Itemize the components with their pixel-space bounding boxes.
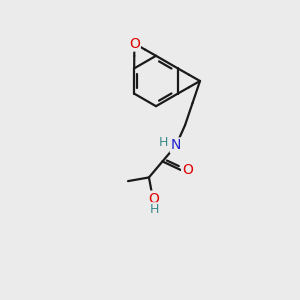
Text: O: O: [182, 163, 193, 177]
Text: H: H: [149, 203, 159, 216]
Text: N: N: [171, 139, 181, 152]
Text: O: O: [129, 37, 140, 50]
Text: O: O: [149, 192, 160, 206]
Text: H: H: [159, 136, 168, 149]
